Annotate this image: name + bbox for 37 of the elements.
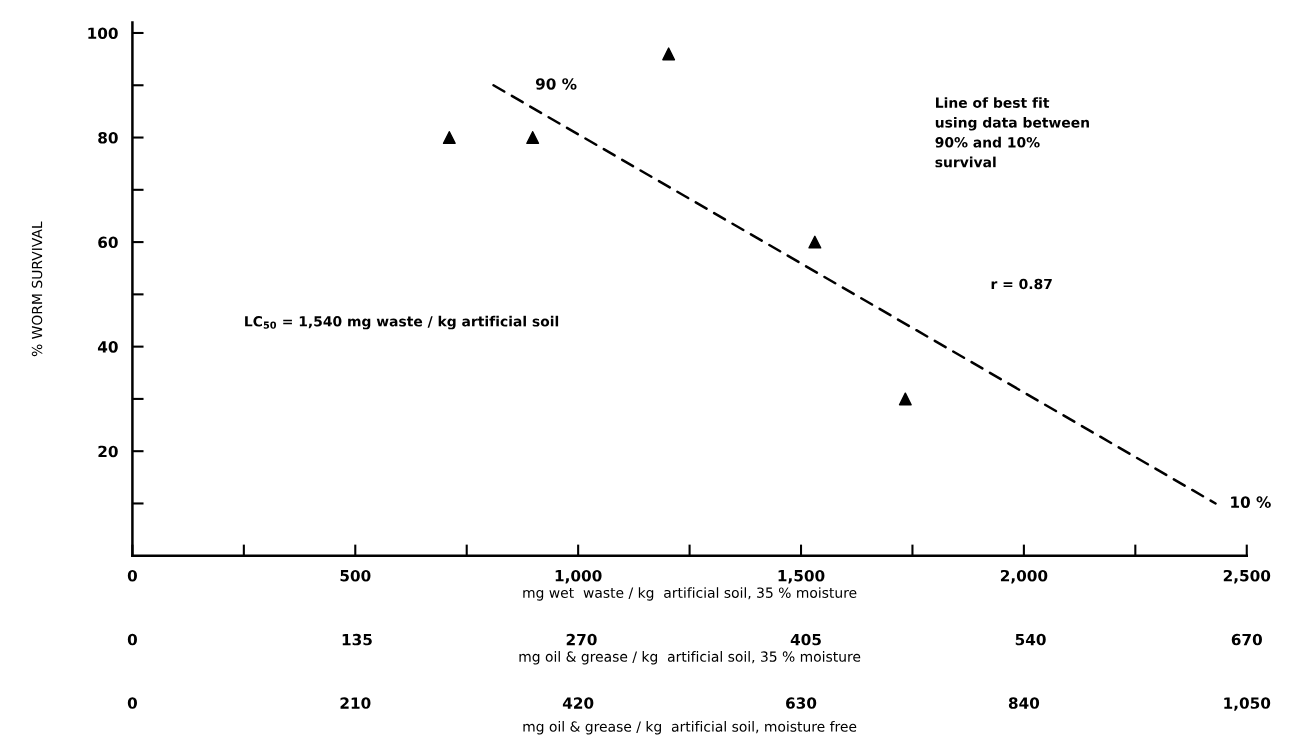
x-tick-label: 2,000	[1000, 569, 1048, 584]
text: 0	[127, 697, 137, 709]
x2-tick-label: 540	[1015, 633, 1046, 646]
point	[662, 47, 676, 61]
x-tick-label: 2,500	[1223, 569, 1271, 584]
annotation: 10 %	[1231, 496, 1271, 508]
y-tick-label: 100	[88, 27, 118, 40]
point	[808, 235, 822, 249]
annotation: 90 %	[535, 78, 577, 90]
x-tick-label: 1,000	[555, 569, 602, 584]
text: 420	[562, 697, 594, 709]
y-axis-title: % WORM SURVIVAL	[31, 221, 43, 357]
annotation: r = 0.87	[991, 278, 1052, 290]
x2-tick-label: 0	[127, 633, 137, 646]
y-tick-label: 80	[98, 132, 118, 144]
x-axis-title: mg wet waste / kg artificial soil, 35 % moisture	[523, 587, 857, 601]
text: 840	[1008, 697, 1040, 709]
x2-tick-label: 670	[1231, 633, 1262, 646]
x-tick-label: 500	[340, 569, 371, 582]
x-tick-label: 1,500	[778, 569, 825, 584]
annotation: LC$_{50}$ = 1,540 mg waste / kg artificial soil	[245, 315, 559, 330]
x2-tick-label: 135	[342, 633, 372, 646]
text: 210	[340, 697, 371, 709]
y-tick-label: 60	[98, 236, 118, 249]
y-tick-label: 40	[97, 341, 118, 353]
text: 630	[786, 697, 817, 709]
point	[442, 131, 456, 145]
annotation: Line of best fit using data between 90% and 10% survival	[935, 97, 1089, 168]
text: mg oil & grease / kg artificial soil, moisture free	[523, 721, 857, 735]
x2-axis-title: mg oil & grease / kg artificial soil, 35 % moisture	[519, 651, 861, 665]
text: 1,050	[1224, 697, 1271, 711]
x-tick-label: 0	[127, 569, 137, 582]
point	[898, 392, 912, 406]
x2-tick-label: 405	[790, 633, 821, 646]
x2-tick-label: 270	[566, 633, 597, 646]
y-tick-label: 20	[98, 445, 118, 458]
point	[526, 131, 540, 145]
